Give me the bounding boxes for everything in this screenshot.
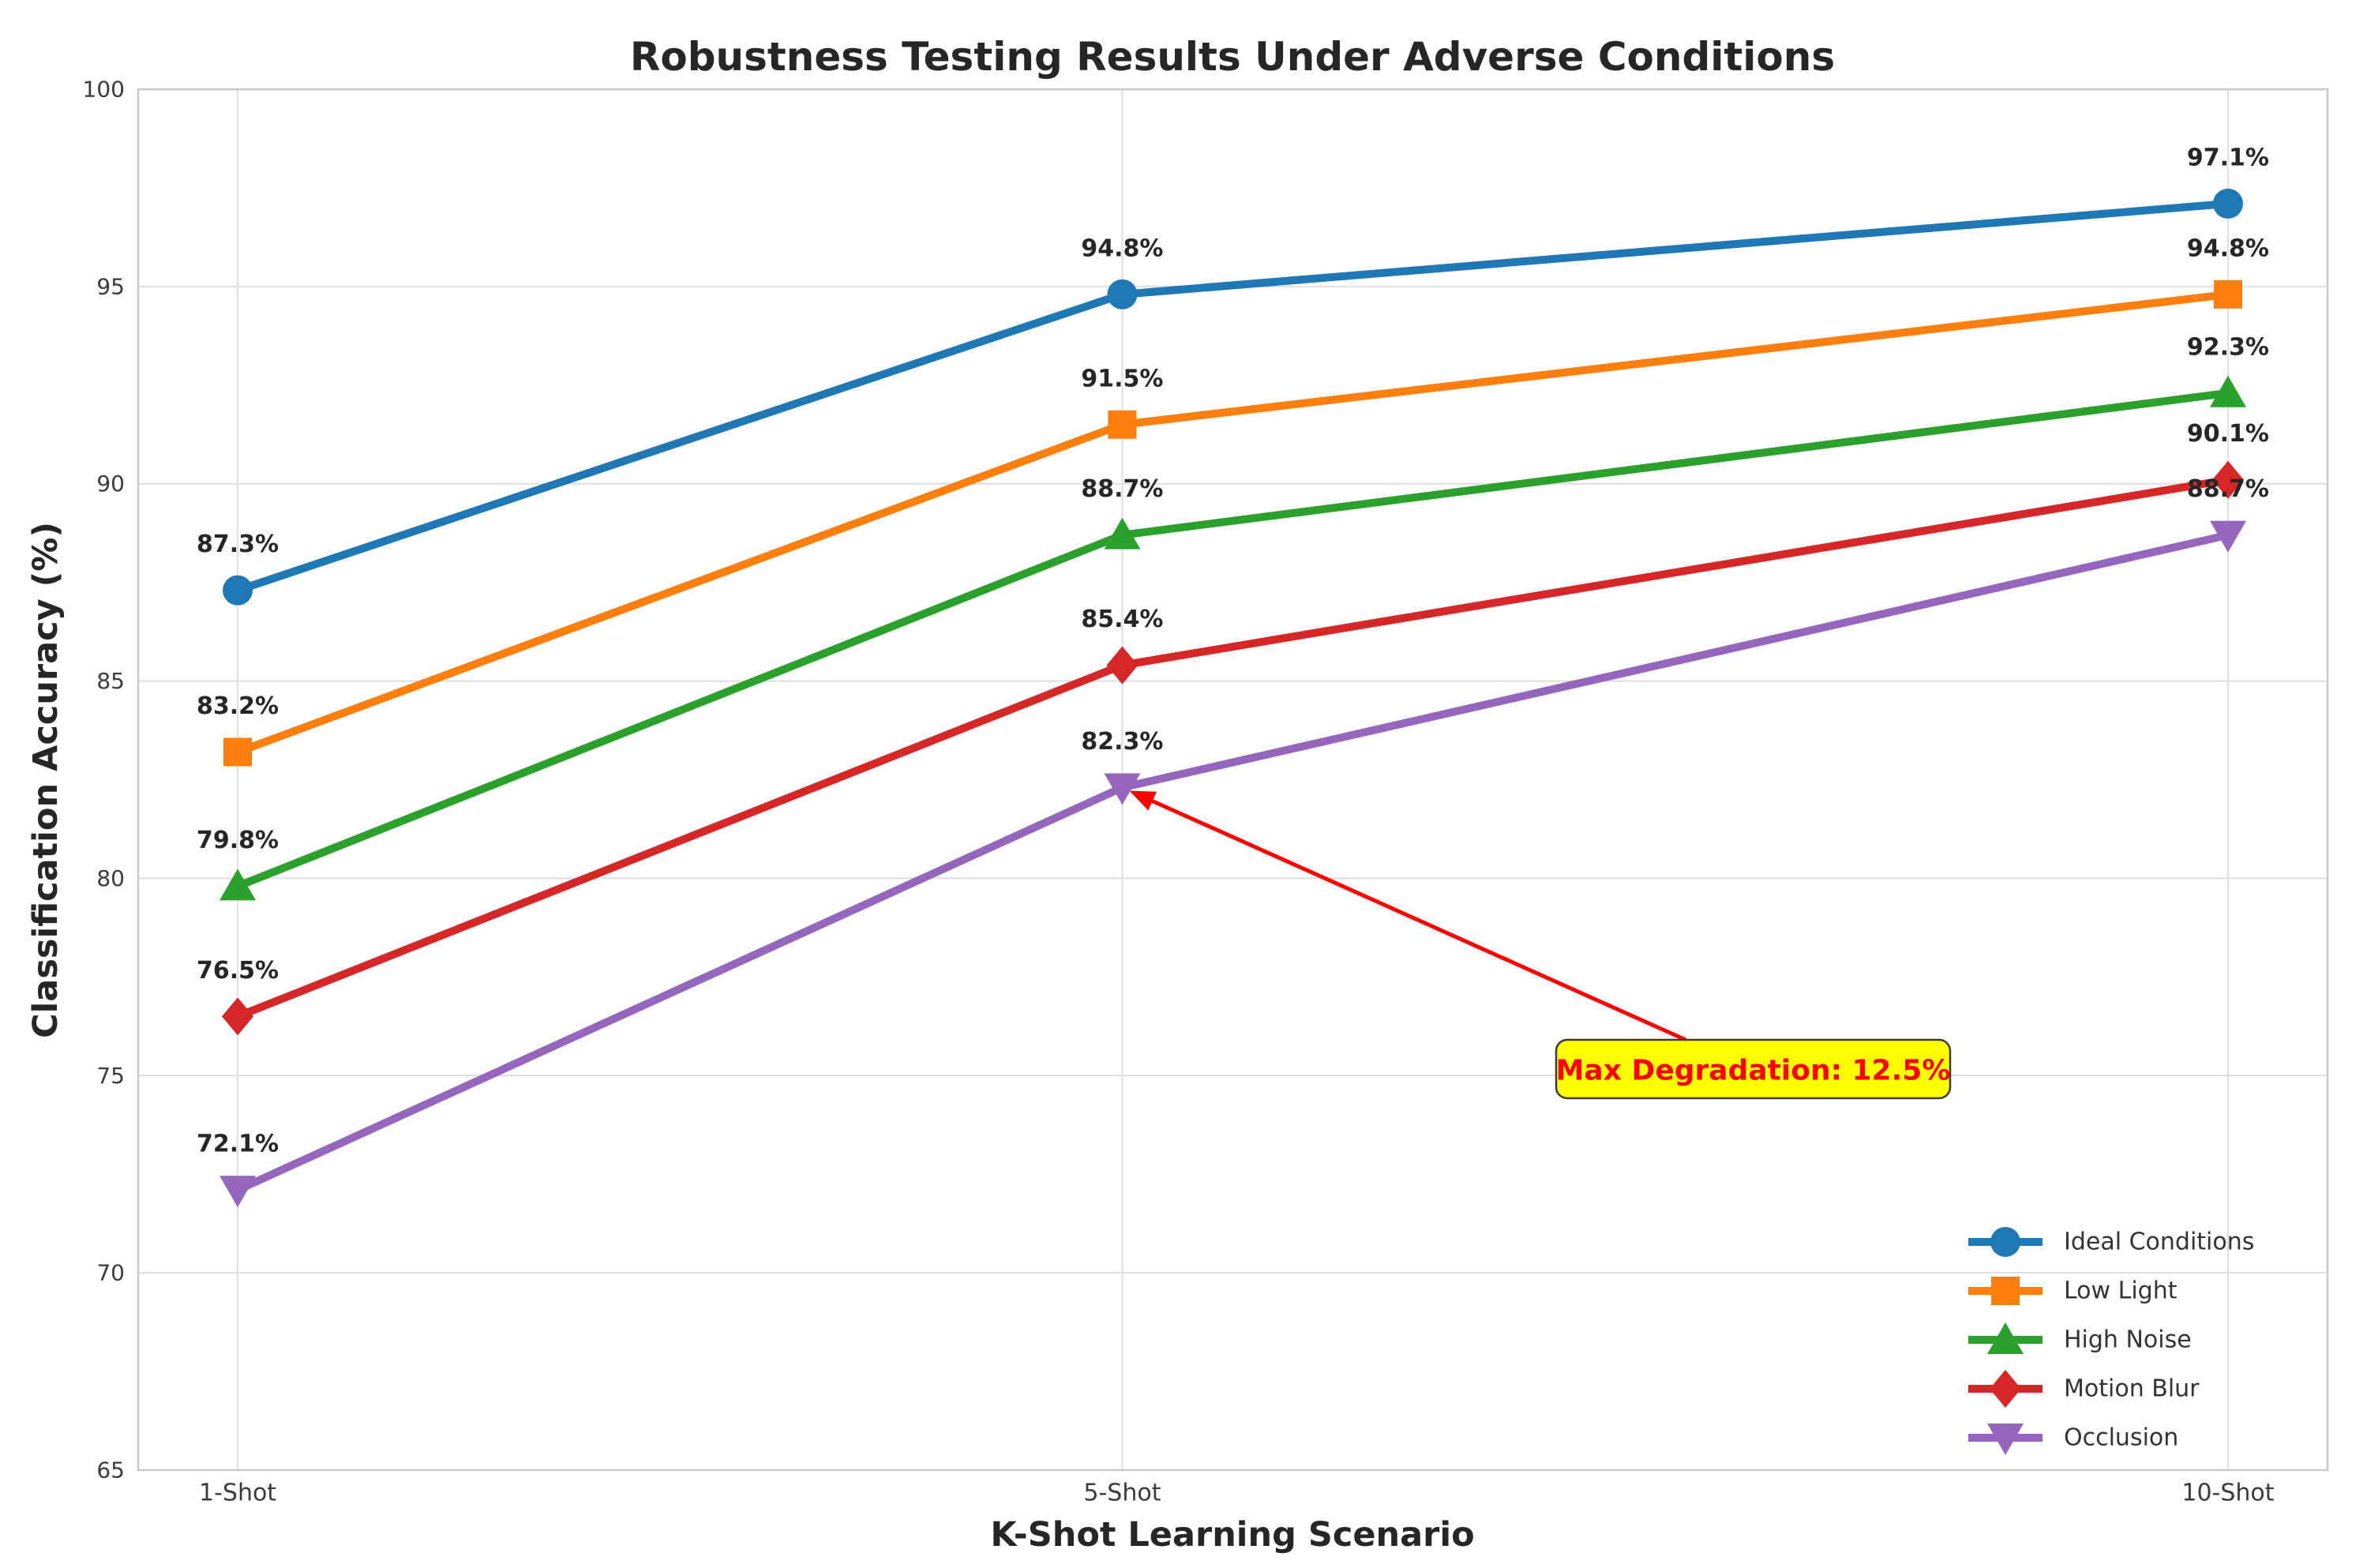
y-tick-label: 65 (96, 1457, 125, 1484)
legend-label: High Noise (2064, 1326, 2192, 1354)
data-point-label: 82.3% (1081, 728, 1163, 756)
gridlines (138, 88, 2328, 1471)
legend-marker-triangle-down (1987, 1424, 2024, 1455)
axis-tick-labels: 65 70 75 80 85 90 95 100 1-Shot 5-Shot 10-Shot (83, 77, 2275, 1507)
data-point-marker-triangle-down (2209, 520, 2246, 553)
data-point-marker-triangle-down (1104, 773, 1141, 805)
annotation-label: Max Degradation: 12.5% (1556, 1055, 1951, 1087)
data-point-labels: 87.3% 94.8% 97.1% 83.2% 91.5% 94.8% 79.8% 88.7%… (197, 144, 2269, 1157)
annotation-arrow-line (1147, 797, 1687, 1042)
series-line-motion-blur (236, 475, 2229, 1020)
data-point-marker-diamond (222, 997, 254, 1036)
data-point-marker-circle (1107, 279, 1138, 309)
series-lines (219, 188, 2246, 1208)
data-point-label: 87.3% (197, 531, 279, 558)
legend-item: High Noise (1968, 1322, 2192, 1354)
data-point-label: 85.4% (1081, 606, 1163, 633)
data-point-label: 72.1% (197, 1131, 279, 1158)
y-tick-label: 85 (96, 668, 125, 694)
plot-border (137, 88, 2329, 1472)
annotation: Max Degradation: 12.5% (1129, 790, 1952, 1100)
y-tick-label: 75 (96, 1063, 125, 1089)
chart-title: Robustness Testing Results Under Adverse… (630, 34, 1835, 80)
y-tick-label: 80 (96, 865, 125, 891)
y-tick-label: 90 (96, 471, 125, 497)
data-point-marker-square (1108, 410, 1137, 439)
annotation-box (1555, 1038, 1952, 1100)
data-point-label: 88.7% (2187, 475, 2269, 503)
data-point-marker-diamond (2211, 460, 2244, 499)
data-point-label: 79.8% (197, 827, 279, 854)
x-axis-label: K-Shot Learning Scenario (990, 1515, 1474, 1555)
legend-label: Motion Blur (2064, 1375, 2200, 1403)
data-point-label: 92.3% (2187, 333, 2269, 361)
data-point-label: 91.5% (1081, 365, 1163, 392)
legend-label: Ideal Conditions (2064, 1229, 2254, 1256)
y-tick-label: 100 (83, 77, 125, 103)
legend-marker-circle (1990, 1227, 2020, 1257)
legend-item: Occlusion (1968, 1424, 2178, 1455)
legend-item: Motion Blur (1968, 1370, 2200, 1408)
data-point-marker-circle (223, 575, 253, 606)
x-tick-label: 10-Shot (2181, 1480, 2274, 1507)
legend-marker-triangle-up (1987, 1322, 2024, 1354)
legend-marker-diamond (1990, 1370, 2021, 1408)
data-point-marker-circle (2212, 188, 2243, 219)
axes-spines (137, 88, 2329, 1472)
data-point-label: 88.7% (1081, 475, 1163, 503)
legend-item: Low Light (1968, 1277, 2178, 1305)
data-point-marker-square (2213, 279, 2242, 309)
data-point-marker-triangle-up (219, 868, 257, 901)
data-point-label: 97.1% (2187, 144, 2269, 171)
data-point-label: 94.8% (1081, 234, 1163, 262)
legend-marker-square (1991, 1277, 2020, 1305)
legend-item: Ideal Conditions (1968, 1227, 2254, 1257)
data-point-label: 76.5% (197, 957, 279, 985)
annotation-arrow-head (1129, 790, 1157, 811)
data-point-marker-triangle-up (1104, 517, 1141, 550)
data-point-marker-triangle-down (219, 1176, 257, 1208)
legend-label: Occlusion (2064, 1424, 2178, 1452)
y-axis-label: Classification Accuracy (%) (26, 522, 66, 1038)
legend: Ideal Conditions Low Light High Noise Motio… (1968, 1227, 2254, 1455)
data-point-marker-diamond (1106, 646, 1138, 685)
data-point-label: 83.2% (197, 692, 279, 720)
data-point-label: 90.1% (2187, 420, 2269, 448)
y-tick-label: 70 (96, 1260, 125, 1286)
x-tick-label: 1-Shot (199, 1480, 276, 1507)
y-tick-label: 95 (96, 273, 125, 299)
data-point-marker-triangle-up (2209, 375, 2246, 407)
x-tick-label: 5-Shot (1083, 1480, 1161, 1507)
legend-label: Low Light (2064, 1277, 2178, 1305)
data-point-label: 94.8% (2187, 234, 2269, 262)
data-point-marker-square (223, 737, 253, 767)
